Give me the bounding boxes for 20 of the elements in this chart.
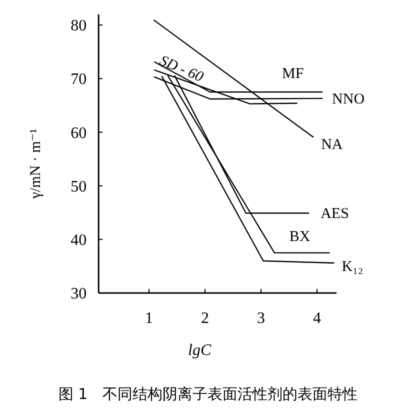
y-tick-label: 80 xyxy=(70,18,87,35)
y-tick-label: 60 xyxy=(70,124,87,142)
series-label: MF xyxy=(282,66,304,82)
x-tick-label: 2 xyxy=(201,310,209,327)
series-label: AES xyxy=(320,206,349,222)
y-tick-label: 40 xyxy=(70,232,87,250)
x-tick-label: 1 xyxy=(145,310,153,327)
text: SD - 60 xyxy=(157,52,206,86)
series-label: K₁₂ xyxy=(342,258,364,275)
y-tick-label: 30 xyxy=(70,286,87,303)
y-tick-label: 50 xyxy=(70,178,87,196)
x-tick-label: 3 xyxy=(257,310,265,327)
series-label: NA xyxy=(321,137,343,154)
series-label: BX xyxy=(289,228,310,245)
y-axis-title: γ/mN · m⁻¹ xyxy=(28,128,44,200)
x-tick-label: 4 xyxy=(313,310,321,327)
text: 图 1 不同结构阴离子表面活性剂的表面特性 xyxy=(58,385,358,403)
series-label: NNO xyxy=(332,91,365,108)
x-axis-title: lgC xyxy=(188,342,212,359)
y-tick-label: 70 xyxy=(70,71,87,88)
